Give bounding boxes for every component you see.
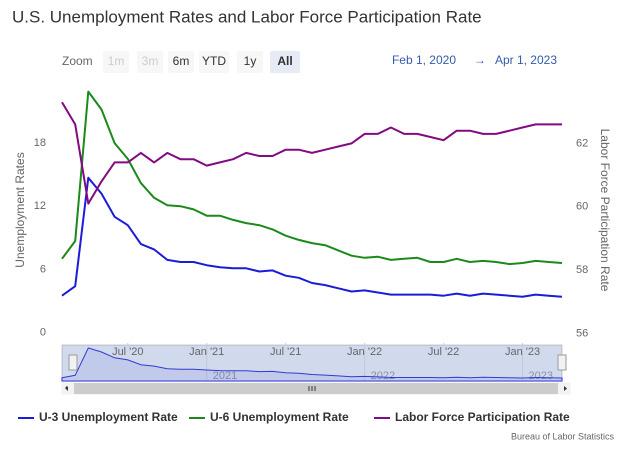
x-tick-label: Jan '21 [189,346,224,358]
range-button-label[interactable]: 6m [173,54,190,68]
y2-tick-label: 58 [576,264,588,276]
series-line [61,101,562,205]
navigator-tick-label: 2023 [529,370,553,382]
navigator-mask [62,345,562,381]
y-axis-title: Unemployment Rates [13,152,27,267]
series-line [61,176,563,298]
range-button[interactable]: 1y [237,51,263,73]
y-tick-label: 6 [40,263,46,275]
series-line [61,90,563,266]
range-button-label: 3m [142,54,159,68]
range-button: 1m [103,51,129,73]
scrollbar-left-arrow[interactable] [65,386,68,391]
legend-item[interactable]: U-6 Unemployment Rate [189,410,349,424]
date-from[interactable]: Feb 1, 2020 [392,53,456,67]
x-tick-label: Jul '21 [270,346,301,358]
legend-label[interactable]: U-6 Unemployment Rate [210,410,349,424]
range-button-bg[interactable] [270,51,300,73]
range-button[interactable]: 6m [168,51,194,73]
navigator-tick-label: 2021 [213,370,237,382]
scrollbar-right-arrow[interactable] [564,386,567,391]
y2-tick-label: 62 [576,137,588,149]
range-button-bg[interactable] [237,51,263,73]
range-button[interactable]: All [270,51,300,73]
range-button[interactable]: YTD [199,51,229,73]
legend-label[interactable]: Labor Force Participation Rate [395,410,570,424]
y-tick-label: 18 [34,137,46,149]
y2-axis-title: Labor Force Participation Rate [598,129,612,292]
y-tick-label: 12 [34,200,46,212]
range-button-bg [103,51,129,73]
range-button-label[interactable]: YTD [202,54,226,68]
y2-tick-label: 60 [576,201,588,213]
x-tick-label: Jul '20 [112,346,143,358]
credits[interactable]: Bureau of Labor Statistics [511,431,615,441]
navigator-handle[interactable] [68,354,78,371]
range-button-label: 1m [108,54,125,68]
y-tick-label: 0 [40,326,46,338]
range-button-label[interactable]: 1y [244,54,257,68]
legend-item[interactable]: Labor Force Participation Rate [374,410,570,424]
range-button-bg[interactable] [199,51,229,73]
zoom-label: Zoom [62,54,93,68]
navigator-tick-label: 2022 [371,370,395,382]
date-to[interactable]: Apr 1, 2023 [495,53,557,67]
navigator-handle[interactable] [557,354,567,371]
x-tick-label: Jul '22 [428,346,459,358]
range-button-bg[interactable] [168,51,194,73]
range-button-label[interactable]: All [277,54,292,68]
chart-title: U.S. Unemployment Rates and Labor Force … [12,7,482,26]
navigator-area [61,347,563,382]
x-tick-label: Jan '22 [347,346,382,358]
legend-label[interactable]: U-3 Unemployment Rate [39,410,178,424]
scrollbar-thumb[interactable] [74,383,558,394]
legend-item[interactable]: U-3 Unemployment Rate [18,410,178,424]
scrollbar-grip[interactable] [308,386,316,391]
date-separator: → [474,53,486,67]
range-button-bg [137,51,163,73]
y2-tick-label: 56 [576,327,588,339]
x-tick-label: Jan '23 [505,346,540,358]
range-button: 3m [137,51,163,73]
